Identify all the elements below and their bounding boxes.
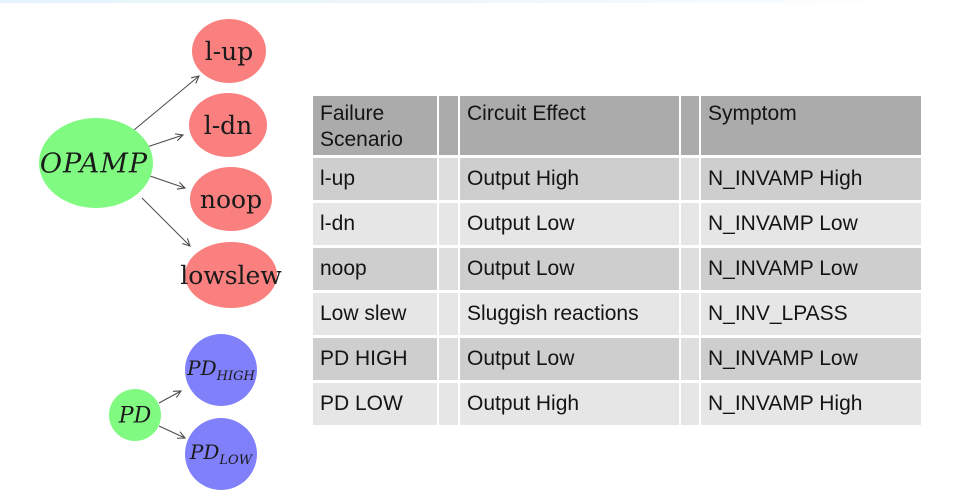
node-pdhigh: PDHIGH [185,334,257,406]
row-spacer [439,293,458,335]
node-noop: noop [190,167,272,231]
cell-scenario: PD HIGH [313,338,437,380]
node-ldn: l-dn [189,93,267,157]
edge-opamp-lowslew [141,197,190,246]
failure-symptom-table: Failure Scenario Circuit Effect Symptom … [313,96,921,425]
cell-effect: Sluggish reactions [460,293,679,335]
row-spacer [681,248,699,290]
row-spacer [439,383,458,425]
node-noop-label: noop [200,185,262,214]
node-lup-label: l-up [205,37,254,66]
row-spacer [681,338,699,380]
column-header-symptom: Symptom [701,96,921,155]
top-edge-strip [0,0,964,3]
row-spacer [681,383,699,425]
row-spacer [439,248,458,290]
node-pd-label: PD [118,404,152,429]
edge-opamp-lup [133,76,199,131]
cell-effect: Output High [460,158,679,200]
edge-pd-pdlow [158,425,185,438]
cell-symptom: N_INVAMP Low [701,248,921,290]
cell-effect: Output Low [460,338,679,380]
node-pd: PD [109,389,161,441]
cell-symptom: N_INVAMP High [701,158,921,200]
cell-effect: Output High [460,383,679,425]
cell-symptom: N_INVAMP Low [701,203,921,245]
header-spacer [681,96,699,155]
node-pdlow-subscript: LOW [218,453,253,468]
cell-scenario: l-dn [313,203,437,245]
row-spacer [681,293,699,335]
cell-scenario: l-up [313,158,437,200]
node-pdhigh-label: PDHIGH [186,356,255,384]
row-spacer [439,158,458,200]
edge-pd-pdhigh [158,391,181,404]
cell-symptom: N_INVAMP Low [701,338,921,380]
cell-effect: Output Low [460,203,679,245]
header-spacer [439,96,458,155]
edge-opamp-ldn [146,135,183,148]
node-opamp: OPAMP [39,118,153,208]
node-opamp-label: OPAMP [40,148,148,179]
cell-symptom: N_INVAMP High [701,383,921,425]
column-header-circuit-effect: Circuit Effect [460,96,679,155]
cell-effect: Output Low [460,248,679,290]
node-pdhigh-subscript: HIGH [216,369,256,384]
row-spacer [681,158,699,200]
node-lowslew-label: lowslew [180,261,282,290]
column-header-failure-scenario: Failure Scenario [313,96,437,155]
node-pdlow-label: PDLOW [189,440,254,468]
row-spacer [439,203,458,245]
row-spacer [681,203,699,245]
node-pdlow: PDLOW [185,418,257,490]
node-pdhigh-base: PD [186,356,217,380]
node-ldn-label: l-dn [204,111,253,140]
cell-scenario: Low slew [313,293,437,335]
row-spacer [439,338,458,380]
edge-opamp-noop [149,175,185,188]
node-lup: l-up [192,19,266,83]
cell-symptom: N_INV_LPASS [701,293,921,335]
node-pdlow-base: PD [189,440,220,464]
node-lowslew: lowslew [180,242,282,308]
cell-scenario: noop [313,248,437,290]
cell-scenario: PD LOW [313,383,437,425]
fault-tree-diagram: OPAMP l-up l-dn noop lowslew PD PDHIGH P… [39,19,282,490]
